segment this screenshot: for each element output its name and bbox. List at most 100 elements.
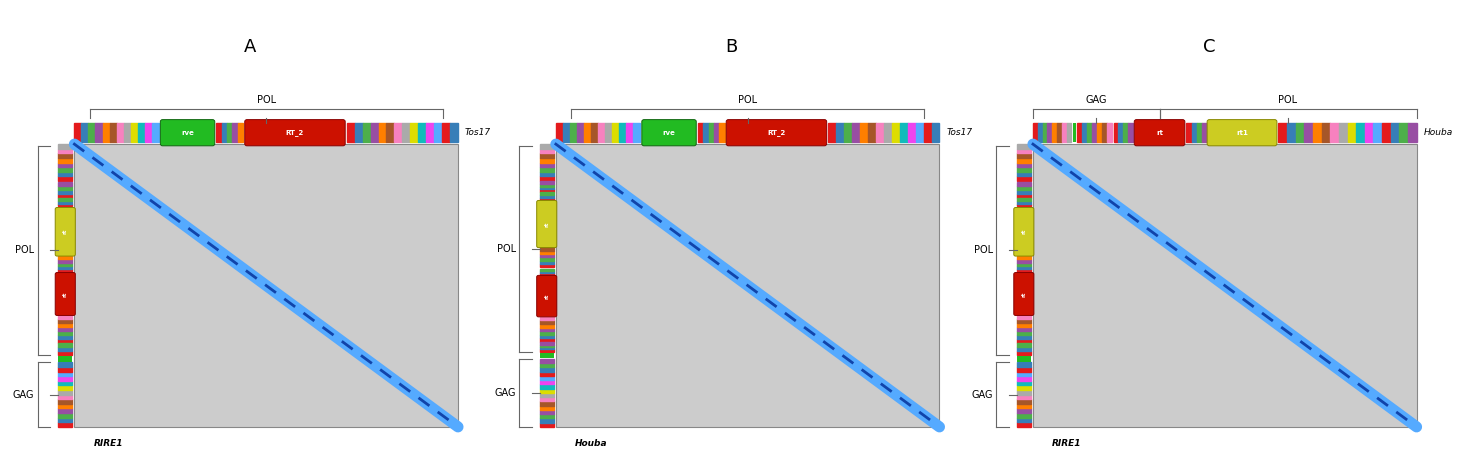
Bar <box>58 381 71 385</box>
Bar <box>137 123 144 142</box>
Bar <box>1017 182 1030 186</box>
Bar <box>540 257 553 261</box>
Bar <box>556 123 563 142</box>
Bar <box>540 331 553 335</box>
Bar <box>540 328 553 331</box>
Text: POL: POL <box>15 245 34 255</box>
Bar <box>540 345 553 347</box>
Bar <box>570 123 576 142</box>
Bar <box>426 123 435 142</box>
Text: POL: POL <box>496 244 515 254</box>
Bar <box>1017 190 1030 194</box>
Bar <box>1017 186 1030 190</box>
Bar <box>931 123 940 142</box>
Bar <box>58 149 71 153</box>
Bar <box>540 393 553 397</box>
Bar <box>591 123 598 142</box>
Bar <box>363 123 371 142</box>
Bar <box>540 149 553 153</box>
Bar <box>1083 123 1087 142</box>
Bar <box>58 408 71 413</box>
Bar <box>852 123 859 142</box>
Bar <box>598 123 605 142</box>
Bar <box>1017 163 1030 167</box>
Bar <box>442 123 449 142</box>
Bar <box>228 123 232 142</box>
Bar <box>394 123 403 142</box>
Bar <box>1390 123 1399 142</box>
Bar <box>58 186 71 190</box>
Bar <box>58 347 71 351</box>
FancyBboxPatch shape <box>55 273 76 316</box>
Bar <box>109 123 117 142</box>
Bar <box>58 190 71 194</box>
Bar <box>1077 123 1083 142</box>
Bar <box>540 339 553 342</box>
Text: RIRE1: RIRE1 <box>93 439 123 448</box>
Bar <box>1017 422 1030 427</box>
Bar <box>540 251 553 254</box>
Text: rve: rve <box>662 130 676 136</box>
Bar <box>1091 123 1097 142</box>
Bar <box>1017 390 1030 395</box>
Bar <box>1056 123 1062 142</box>
Bar <box>131 123 137 142</box>
Bar <box>1017 204 1030 207</box>
Bar <box>58 418 71 422</box>
FancyBboxPatch shape <box>642 120 696 146</box>
Bar <box>1017 319 1030 323</box>
Bar <box>576 123 584 142</box>
Bar <box>891 123 900 142</box>
Bar <box>845 123 852 142</box>
Text: rve: rve <box>181 130 194 136</box>
Bar <box>58 356 71 362</box>
Bar <box>355 123 363 142</box>
FancyBboxPatch shape <box>1207 120 1277 146</box>
Bar <box>1202 123 1208 142</box>
Bar <box>58 422 71 427</box>
Bar <box>540 264 553 267</box>
Bar <box>1017 172 1030 176</box>
Text: C: C <box>1202 38 1215 56</box>
Bar <box>900 123 907 142</box>
Bar <box>1331 123 1339 142</box>
Bar <box>1382 123 1390 142</box>
Bar <box>58 376 71 381</box>
Bar <box>1017 158 1030 163</box>
Bar <box>58 371 71 376</box>
Bar <box>540 371 553 376</box>
Bar <box>117 123 124 142</box>
Bar <box>626 123 633 142</box>
Bar <box>58 172 71 176</box>
Bar <box>58 319 71 323</box>
FancyBboxPatch shape <box>537 201 557 248</box>
Bar <box>1017 367 1030 371</box>
Bar <box>540 254 553 257</box>
Bar <box>58 163 71 167</box>
Bar <box>58 262 71 266</box>
Text: A: A <box>244 38 257 56</box>
Bar <box>1313 123 1322 142</box>
Bar <box>58 176 71 181</box>
Bar <box>540 189 553 192</box>
Bar <box>1364 123 1373 142</box>
Bar <box>102 123 109 142</box>
Bar <box>540 316 553 320</box>
Bar <box>540 271 553 273</box>
FancyBboxPatch shape <box>160 120 214 146</box>
Text: GAG: GAG <box>13 389 34 400</box>
Bar <box>713 123 719 142</box>
Text: RT_2: RT_2 <box>286 129 303 136</box>
Bar <box>58 201 71 204</box>
Bar <box>1186 123 1192 142</box>
Bar <box>1123 123 1128 142</box>
Bar <box>74 123 82 142</box>
Bar <box>58 327 71 331</box>
Text: POL: POL <box>1278 95 1297 104</box>
Bar <box>1296 123 1304 142</box>
Bar <box>1017 418 1030 422</box>
Bar <box>540 376 553 380</box>
Bar <box>1348 123 1357 142</box>
Bar <box>584 123 591 142</box>
Bar <box>58 256 71 259</box>
